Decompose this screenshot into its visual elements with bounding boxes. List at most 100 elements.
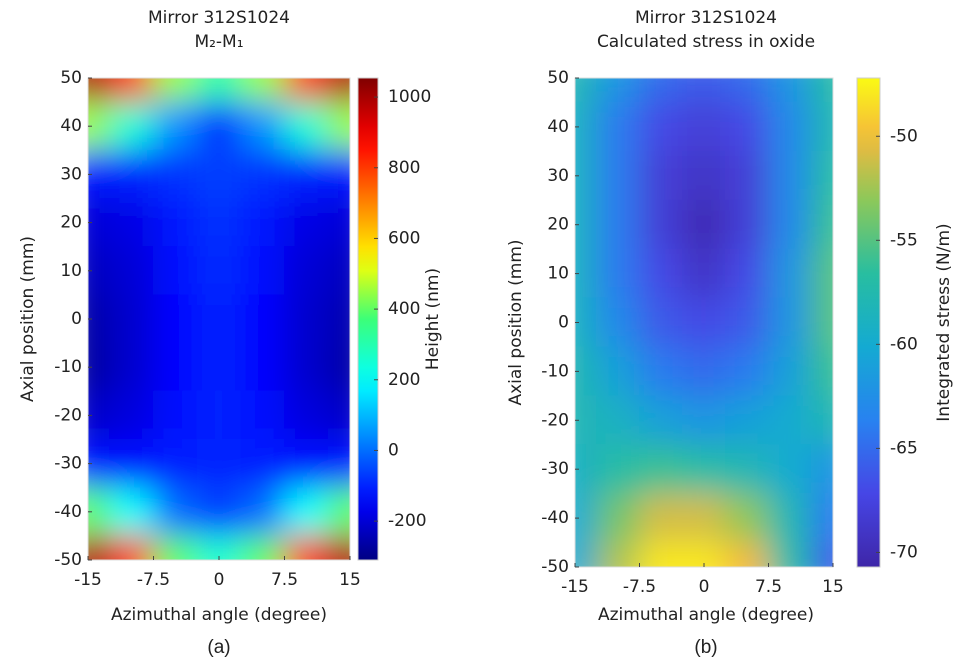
heatmap-cell: [88, 149, 111, 199]
heatmap-cell: [725, 78, 769, 103]
heatmap-cell: [88, 198, 111, 248]
heatmap-cell: [596, 395, 640, 446]
heatmap-cell: [240, 294, 285, 344]
heatmap-cell: [240, 342, 285, 392]
heatmap-cell: [639, 101, 683, 152]
heatmap-cell: [109, 101, 154, 151]
heatmap-cell: [240, 198, 285, 248]
heatmap-cell: [682, 101, 726, 152]
heatmap-cell: [725, 150, 769, 201]
heatmap-cell: [768, 199, 812, 250]
heatmap-cell: [639, 150, 683, 201]
heatmap-cell: [596, 297, 640, 348]
y-tick-label: -20: [541, 410, 569, 430]
heatmap-cell: [575, 101, 597, 152]
heatmap-cell: [575, 248, 597, 299]
heatmap-cell: [811, 395, 833, 446]
heatmap-cell: [682, 493, 726, 544]
heatmap-cell: [639, 493, 683, 544]
y-tick-label: -50: [54, 550, 82, 570]
heatmap-cell: [575, 297, 597, 348]
heatmap-cell: [596, 150, 640, 201]
y-tick-label: 20: [547, 215, 569, 235]
heatmap-cell: [811, 248, 833, 299]
x-axis-label: Azimuthal angle (degree): [111, 605, 327, 625]
y-tick-label: 30: [547, 166, 569, 186]
heatmap-cell: [153, 487, 198, 537]
colorbar-label: Height (nm): [423, 268, 443, 370]
heatmap-cell: [153, 294, 198, 344]
heatmap-cell: [768, 395, 812, 446]
heatmap-cell: [109, 78, 154, 103]
heatmap-cell: [284, 101, 329, 151]
heatmap-cell: [109, 198, 154, 248]
panel-caption: (b): [694, 637, 717, 658]
colorbar-tick-label: 0: [388, 440, 399, 460]
heatmap-cell: [725, 297, 769, 348]
y-tick-label: 50: [547, 68, 569, 88]
colorbar-tick-label: -70: [890, 542, 918, 562]
x-tick-label: -7.5: [137, 570, 170, 590]
heatmap-cell: [88, 78, 111, 103]
panel-caption: (a): [207, 637, 230, 658]
heatmap-cell: [327, 342, 350, 392]
heatmap: [575, 78, 833, 567]
heatmap-cell: [682, 346, 726, 397]
y-axis-label: Axial position (mm): [506, 239, 526, 405]
plot-area: [88, 78, 350, 560]
heatmap-cell: [153, 198, 198, 248]
y-tick-label: -10: [541, 361, 569, 381]
heatmap-cell: [196, 535, 242, 560]
heatmap-cell: [639, 542, 683, 567]
heatmap-cell: [284, 78, 329, 103]
heatmap-cell: [240, 487, 285, 537]
heatmap-cell: [725, 395, 769, 446]
x-tick-label: -15: [74, 570, 102, 590]
heatmap-cell: [109, 246, 154, 296]
heatmap-cell: [196, 101, 242, 151]
heatmap-cell: [327, 535, 350, 560]
colorbar-tick-label: 400: [388, 299, 420, 319]
heatmap-cell: [682, 542, 726, 567]
heatmap-cell: [327, 487, 350, 537]
heatmap-cell: [575, 346, 597, 397]
x-tick-label: 15: [339, 570, 361, 590]
heatmap-cell: [88, 246, 111, 296]
heatmap-cell: [596, 101, 640, 152]
heatmap-cell: [768, 346, 812, 397]
heatmap-cell: [682, 444, 726, 495]
heatmap-cell: [327, 439, 350, 489]
heatmap-cell: [196, 294, 242, 344]
heatmap-cell: [725, 444, 769, 495]
x-tick-label: 0: [214, 570, 225, 590]
heatmap-cell: [327, 294, 350, 344]
heatmap-cell: [725, 199, 769, 250]
colorbar-tick-label: -60: [890, 334, 918, 354]
heatmap-cell: [596, 444, 640, 495]
heatmap-cell: [575, 395, 597, 446]
y-tick-label: 0: [71, 309, 82, 329]
heatmap-cell: [639, 297, 683, 348]
heatmap-cell: [768, 248, 812, 299]
heatmap-cell: [811, 346, 833, 397]
heatmap-cell: [596, 248, 640, 299]
heatmap-cell: [596, 542, 640, 567]
heatmap-cell: [153, 78, 198, 103]
heatmap-cell: [196, 246, 242, 296]
heatmap-cell: [725, 346, 769, 397]
x-tick-label: -7.5: [623, 577, 656, 597]
heatmap-cell: [109, 149, 154, 199]
heatmap-cell: [639, 78, 683, 103]
heatmap-cell: [639, 444, 683, 495]
heatmap-cell: [196, 78, 242, 103]
heatmap-cell: [575, 493, 597, 544]
heatmap-cell: [88, 101, 111, 151]
heatmap-cell: [575, 444, 597, 495]
heatmap-cell: [682, 248, 726, 299]
heatmap-cell: [596, 199, 640, 250]
heatmap-cell: [109, 390, 154, 440]
heatmap-cell: [725, 542, 769, 567]
heatmap-cell: [109, 342, 154, 392]
heatmap-cell: [284, 294, 329, 344]
heatmap-cell: [240, 439, 285, 489]
